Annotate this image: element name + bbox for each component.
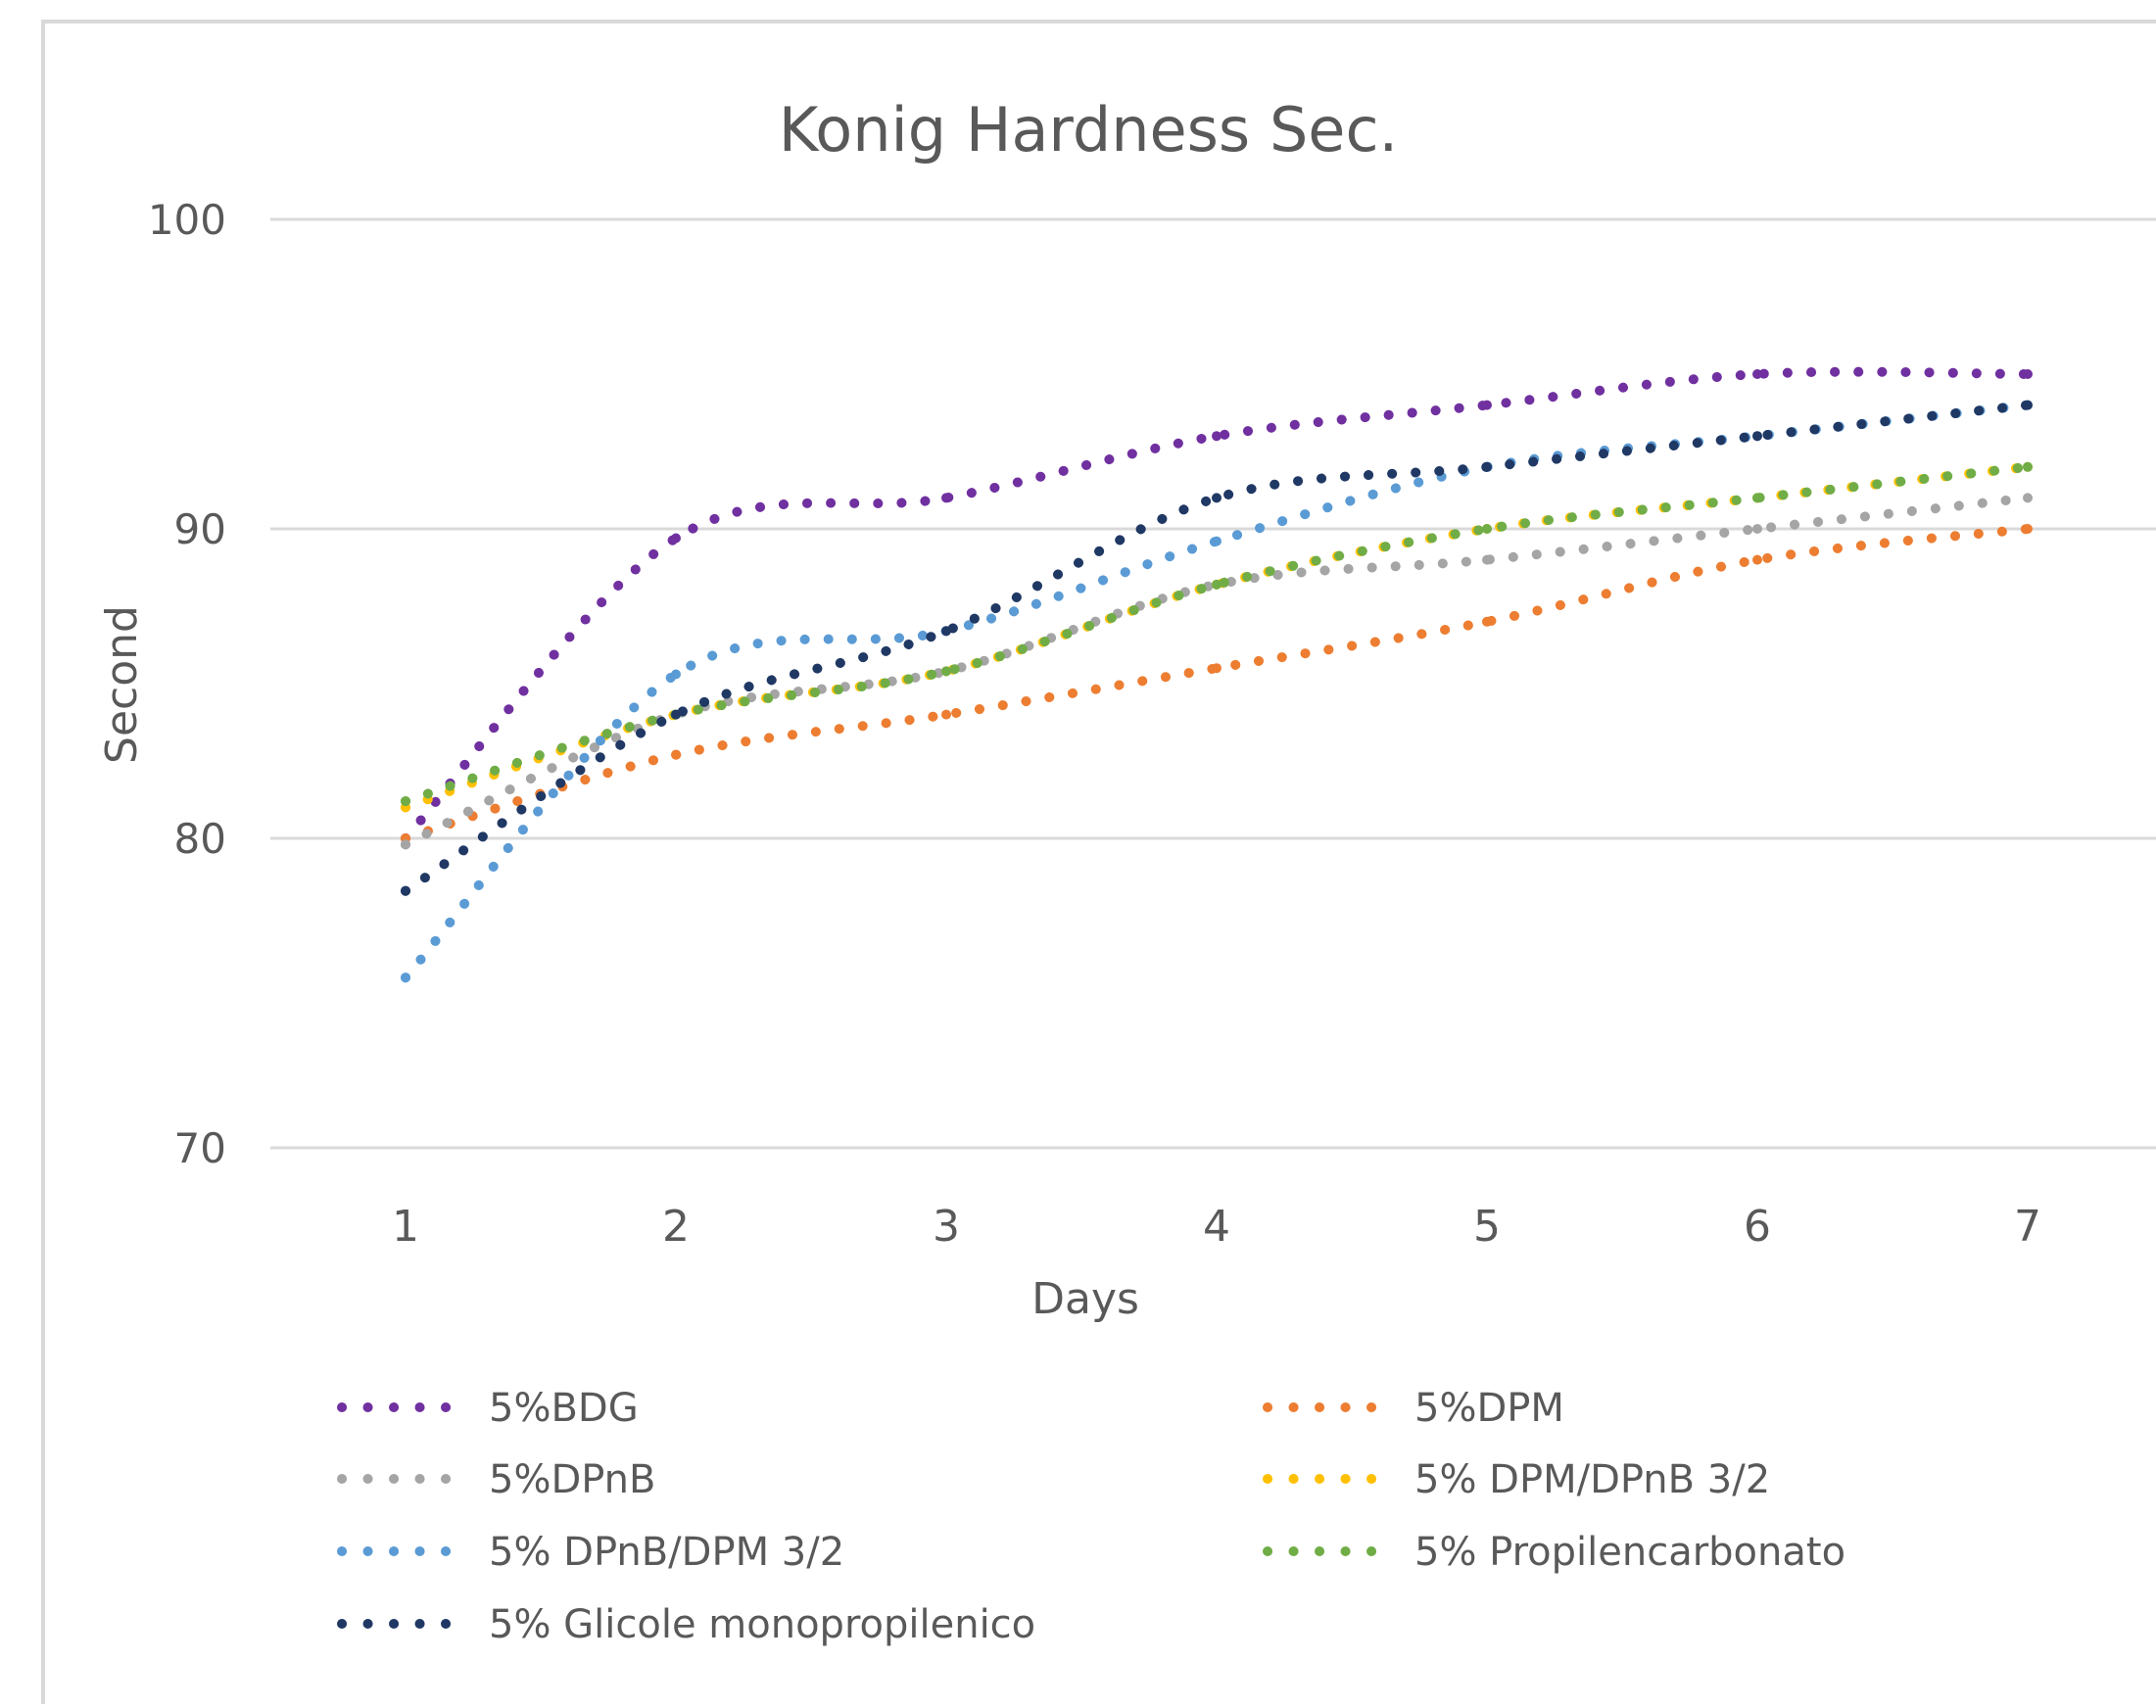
data-point (1482, 616, 1492, 627)
series-line (401, 366, 2033, 843)
series-line (401, 400, 2033, 896)
data-point (1212, 431, 1222, 442)
data-point (1482, 524, 1492, 534)
data-point (1212, 663, 1222, 674)
data-point (671, 749, 681, 760)
data-point (1212, 536, 1222, 546)
data-point (401, 839, 410, 850)
data-point (941, 626, 951, 637)
gridlines (270, 217, 2156, 1150)
x-tick-label: 5 (1473, 1202, 1501, 1252)
data-point (2023, 400, 2033, 410)
x-tick-label: 6 (1744, 1202, 1771, 1252)
data-point (1752, 493, 1762, 503)
data-point (1482, 461, 1492, 472)
data-point (2023, 493, 2033, 503)
data-point (1212, 493, 1222, 503)
chart-frame: Konig Hardness Sec. 70 80 90 100 1 2 3 4 5 6 7 Da… (41, 20, 2156, 1704)
data-point (401, 973, 410, 983)
legend-label: 5% Glicole monopropilenico (489, 1602, 1035, 1647)
series-path (401, 461, 2033, 813)
legend-item: 5% Glicole monopropilenico (337, 1602, 1035, 1647)
data-point (2023, 524, 2033, 534)
data-point (1752, 524, 1762, 534)
series-path (401, 366, 2033, 843)
x-tick-label: 3 (933, 1202, 960, 1252)
series-layer (401, 366, 2033, 983)
legend-label: 5% Propilencarbonato (1414, 1530, 1845, 1575)
legend-item: 5%DPM (1263, 1386, 1564, 1431)
y-axis-tick-labels: 70 80 90 100 (148, 196, 226, 1172)
y-tick-label: 70 (174, 1124, 226, 1172)
data-point (1752, 431, 1762, 442)
data-point (1752, 554, 1762, 565)
data-point (671, 533, 681, 544)
series-line (401, 461, 2033, 813)
series-path (401, 524, 2033, 843)
series-path (401, 461, 2033, 807)
data-point (1482, 554, 1492, 565)
x-axis-label: Days (1031, 1274, 1139, 1324)
y-tick-label: 80 (174, 815, 226, 863)
legend-item: 5% Propilencarbonato (1263, 1530, 1845, 1575)
series-line (401, 400, 2033, 983)
data-point (941, 493, 951, 503)
legend-item: 5%BDG (337, 1386, 639, 1431)
data-point (1482, 400, 1492, 410)
legend-label: 5% DPM/DPnB 3/2 (1414, 1457, 1770, 1502)
legend-label: 5% DPnB/DPM 3/2 (489, 1530, 844, 1575)
legend-item: 5% DPnB/DPM 3/2 (337, 1530, 844, 1575)
x-tick-label: 7 (2014, 1202, 2041, 1252)
data-point (941, 666, 951, 677)
data-point (941, 709, 951, 720)
legend-label: 5%DPnB (489, 1457, 655, 1502)
legend-item: 5% DPM/DPnB 3/2 (1263, 1457, 1770, 1502)
series-line (401, 524, 2033, 843)
legend-label: 5%DPM (1414, 1386, 1564, 1431)
legend-label: 5%BDG (489, 1386, 639, 1431)
series-path (401, 400, 2033, 896)
chart-title: Konig Hardness Sec. (779, 94, 1399, 166)
x-axis-tick-labels: 1 2 3 4 5 6 7 (392, 1202, 2041, 1252)
x-tick-label: 1 (392, 1202, 419, 1252)
data-point (1752, 369, 1762, 379)
series-line (401, 461, 2033, 807)
data-point (2023, 461, 2033, 472)
data-point (2023, 369, 2033, 379)
legend: 5%BDG 5%DPM 5%DPnB 5% DPM/DPnB 3/2 5% DPnB/D… (337, 1386, 1845, 1647)
chart-svg: Konig Hardness Sec. 70 80 90 100 1 2 3 4 5 6 7 Da… (97, 94, 2156, 1647)
series-path (401, 400, 2033, 983)
data-point (401, 885, 410, 896)
data-point (671, 669, 681, 680)
legend-item: 5%DPnB (337, 1457, 655, 1502)
data-point (671, 709, 681, 720)
y-tick-label: 100 (148, 196, 226, 244)
x-tick-label: 4 (1203, 1202, 1230, 1252)
data-point (401, 796, 410, 807)
x-tick-label: 2 (662, 1202, 690, 1252)
y-tick-label: 90 (174, 505, 226, 553)
y-axis-label: Second (97, 605, 147, 764)
data-point (1212, 579, 1222, 590)
